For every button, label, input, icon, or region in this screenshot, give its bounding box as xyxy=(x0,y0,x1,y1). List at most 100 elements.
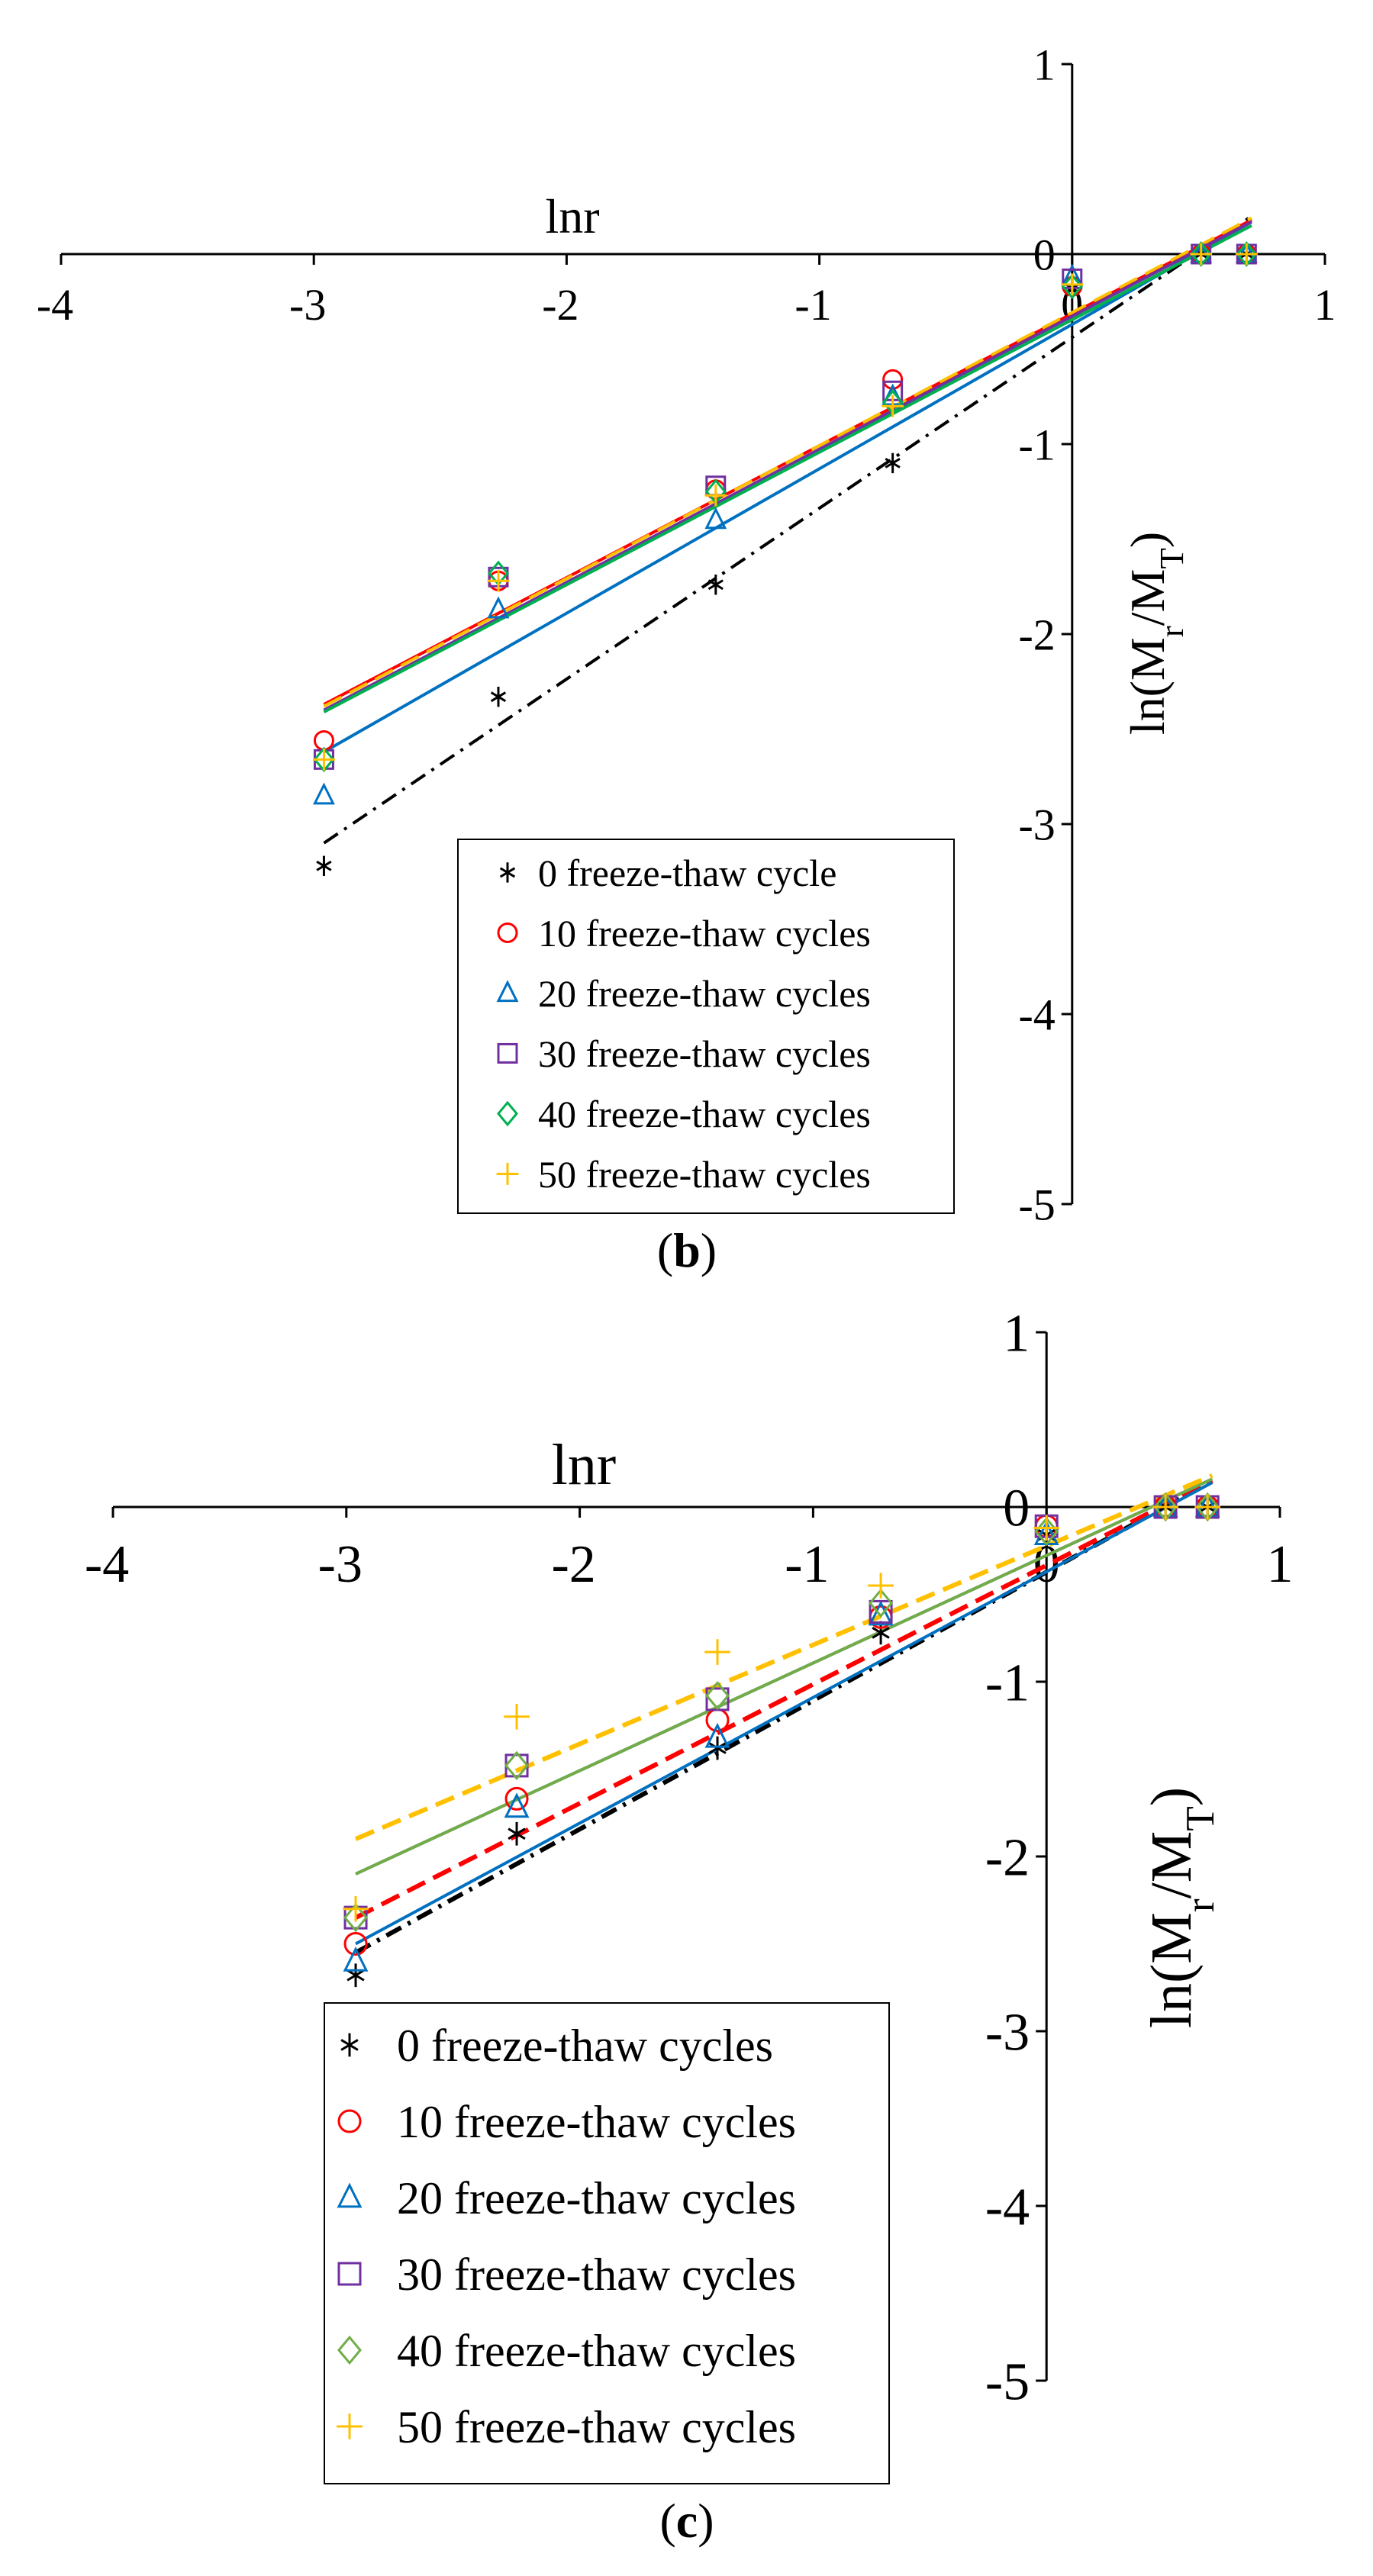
y-axis-label: ln(Mr/MT) xyxy=(1120,532,1191,735)
legend-label: 0 freeze-thaw cycles xyxy=(397,2021,773,2071)
data-point xyxy=(313,782,335,805)
y-tick-label: -4 xyxy=(985,2178,1030,2237)
legend-marker xyxy=(496,980,519,1003)
legend-label: 20 freeze-thaw cycles xyxy=(397,2173,796,2223)
data-point xyxy=(704,484,727,507)
y-tick-label: 0 xyxy=(1003,1480,1030,1538)
fit-line xyxy=(354,1473,1213,1841)
data-point xyxy=(1033,1515,1059,1541)
legend-marker xyxy=(497,1100,518,1127)
y-tick-label: -3 xyxy=(1018,800,1055,849)
y-tick-label: -4 xyxy=(1018,990,1055,1039)
y-tick-label: -5 xyxy=(985,2353,1030,2412)
y-tick-label: -2 xyxy=(1018,610,1055,659)
x-tick-label: -4 xyxy=(85,1535,129,1594)
legend-marker xyxy=(497,922,518,943)
y-tick-label: -2 xyxy=(985,1829,1030,1888)
y-axis-label: ln(Mr/MT) xyxy=(1139,1787,1223,2028)
y-axis-label-part: ) xyxy=(1120,532,1175,548)
data-point xyxy=(885,452,901,474)
data-point xyxy=(882,369,904,390)
panel-label-open: ( xyxy=(657,1223,673,1277)
data-point xyxy=(868,1600,894,1626)
panel-label-letter: c xyxy=(676,2494,698,2548)
legend-label: 0 freeze-thaw cycle xyxy=(538,852,836,894)
panel-label-letter: b xyxy=(673,1223,701,1277)
legend-marker xyxy=(337,2182,363,2208)
fit-line xyxy=(323,220,1252,754)
y-tick-label: -1 xyxy=(985,1654,1030,1713)
y-tick-label: 1 xyxy=(1033,40,1056,89)
legend-label: 50 freeze-thaw cycles xyxy=(397,2402,796,2452)
x-tick-label: -3 xyxy=(289,280,326,330)
fit-line xyxy=(354,1478,1213,1920)
data-point xyxy=(343,1903,368,1933)
x-tick-label: -3 xyxy=(318,1535,363,1594)
y-tick-label: 0 xyxy=(1033,230,1056,279)
legend-label: 30 freeze-thaw cycles xyxy=(397,2249,796,2300)
fit-line xyxy=(355,1481,1213,1946)
data-point xyxy=(704,1639,730,1665)
y-axis-label-subscript: T xyxy=(1152,548,1191,568)
legend-marker xyxy=(499,862,516,883)
legend-label: 40 freeze-thaw cycles xyxy=(397,2326,796,2376)
panel-label-close: ) xyxy=(701,1223,717,1277)
legend-marker xyxy=(337,2109,362,2133)
legend-label: 50 freeze-thaw cycles xyxy=(538,1153,871,1196)
data-point xyxy=(1061,273,1083,300)
data-point xyxy=(707,575,724,595)
legend-label: 40 freeze-thaw cycles xyxy=(538,1093,871,1135)
panel-label-open: ( xyxy=(659,2494,675,2548)
data-point xyxy=(346,1963,365,1988)
data-point xyxy=(504,1786,529,1811)
x-tick-label: -1 xyxy=(794,280,831,330)
x-axis-label: lnr xyxy=(552,1433,616,1497)
y-axis-label-part: ln(M xyxy=(1120,637,1175,735)
legend-label: 30 freeze-thaw cycles xyxy=(538,1032,871,1075)
data-point xyxy=(343,1895,369,1922)
legend-label: 10 freeze-thaw cycles xyxy=(397,2097,796,2147)
data-point xyxy=(708,1736,727,1760)
data-point xyxy=(504,1704,530,1730)
legend-label: 20 freeze-thaw cycles xyxy=(538,972,871,1015)
data-point xyxy=(490,686,507,707)
data-point xyxy=(1194,1494,1220,1520)
x-tick-label: -4 xyxy=(37,280,73,330)
data-point xyxy=(881,394,904,417)
data-point xyxy=(869,1588,894,1618)
y-tick-label: 1 xyxy=(1003,1305,1030,1364)
fit-line xyxy=(323,216,1252,708)
data-point xyxy=(316,855,332,876)
panel-label-close: ) xyxy=(698,2494,714,2548)
x-tick-label: -2 xyxy=(542,280,579,330)
panel-label: (b) xyxy=(657,1223,717,1277)
y-axis-label-part: ln(M xyxy=(1139,1912,1204,2028)
data-point xyxy=(1061,273,1084,296)
legend-marker xyxy=(496,1163,519,1185)
data-point xyxy=(869,1599,893,1624)
legend-label: 10 freeze-thaw cycles xyxy=(538,912,871,955)
x-tick-label: 1 xyxy=(1267,1535,1294,1594)
data-point xyxy=(343,1946,369,1972)
data-point xyxy=(1190,243,1213,266)
y-axis-label-part: /M xyxy=(1139,1831,1204,1899)
y-axis-label-part: /M xyxy=(1120,569,1175,626)
fit-line xyxy=(355,1477,1213,1876)
y-axis-label-subscript: r xyxy=(1178,1898,1223,1912)
legend-marker xyxy=(497,1042,518,1064)
data-point xyxy=(1235,243,1258,266)
data-point xyxy=(487,569,510,592)
legend: 0 freeze-thaw cycle 10 freeze-thaw cycles… xyxy=(457,839,955,1214)
y-tick-label: -5 xyxy=(1018,1180,1055,1229)
data-point xyxy=(343,1932,368,1956)
y-axis-label-part: ) xyxy=(1139,1787,1204,1806)
panel-label: (c) xyxy=(659,2494,714,2548)
x-tick-label: -2 xyxy=(551,1535,595,1594)
x-tick-label: 1 xyxy=(1314,280,1336,330)
data-point xyxy=(487,596,510,619)
x-tick-label: -1 xyxy=(785,1535,829,1594)
data-point xyxy=(868,1573,894,1599)
